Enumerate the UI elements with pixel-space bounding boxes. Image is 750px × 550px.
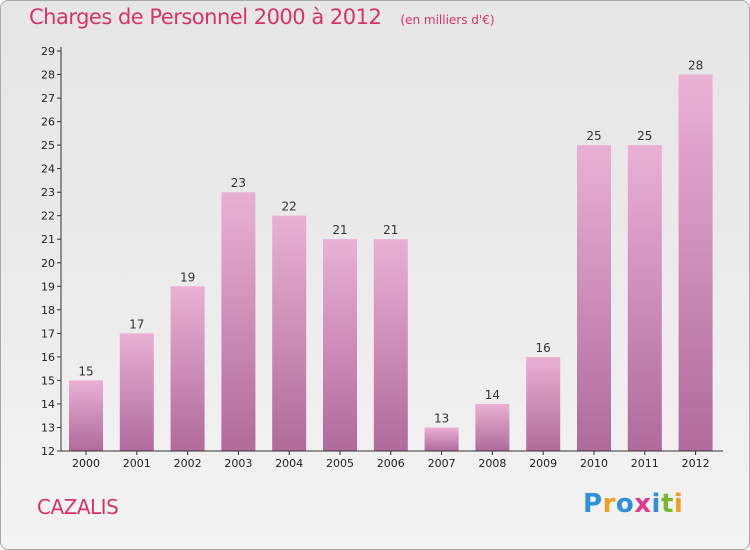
bar-value-label: 28 bbox=[688, 59, 703, 73]
bar bbox=[69, 380, 103, 451]
bar bbox=[577, 145, 611, 451]
y-tick-label: 20 bbox=[41, 257, 55, 270]
bar bbox=[272, 215, 307, 451]
bar-value-label: 23 bbox=[231, 176, 246, 190]
bar bbox=[119, 333, 154, 451]
y-tick-label: 17 bbox=[41, 327, 55, 340]
bar-value-label: 22 bbox=[282, 200, 297, 214]
chart-unit: (en milliers d'€) bbox=[400, 13, 495, 27]
bar bbox=[373, 239, 408, 451]
logo-letter: P bbox=[583, 489, 603, 519]
x-tick-label: 2004 bbox=[275, 457, 303, 470]
x-tick-label: 2003 bbox=[224, 457, 252, 470]
y-tick-label: 27 bbox=[41, 92, 55, 105]
y-tick-label: 26 bbox=[41, 116, 55, 129]
chart-title: Charges de Personnel 2000 à 2012 bbox=[29, 5, 382, 29]
commune-name: CAZALIS bbox=[37, 495, 119, 519]
x-tick-label: 2010 bbox=[580, 457, 608, 470]
y-tick-label: 21 bbox=[41, 233, 55, 246]
bar-value-label: 25 bbox=[637, 129, 652, 143]
bar-value-label: 14 bbox=[485, 388, 500, 402]
x-tick-label: 2001 bbox=[123, 457, 151, 470]
y-tick-label: 22 bbox=[41, 210, 55, 223]
y-tick-label: 28 bbox=[41, 69, 55, 82]
bar bbox=[678, 74, 713, 451]
x-tick-label: 2005 bbox=[326, 457, 354, 470]
y-tick-label: 24 bbox=[41, 163, 55, 176]
y-tick-label: 23 bbox=[41, 186, 55, 199]
bar bbox=[526, 356, 561, 451]
x-tick-label: 2008 bbox=[478, 457, 506, 470]
x-tick-label: 2000 bbox=[72, 457, 100, 470]
logo-letter: t bbox=[660, 489, 674, 519]
bar-value-label: 17 bbox=[129, 317, 144, 331]
bar bbox=[221, 192, 256, 451]
bar bbox=[627, 145, 662, 451]
bar-value-label: 21 bbox=[332, 223, 347, 237]
logo-letter: x bbox=[634, 489, 652, 519]
x-tick-label: 2012 bbox=[682, 457, 710, 470]
x-tick-label: 2002 bbox=[174, 457, 202, 470]
chart-title-line: Charges de Personnel 2000 à 2012 (en mil… bbox=[29, 5, 495, 29]
y-tick-label: 13 bbox=[41, 422, 55, 435]
bar bbox=[170, 286, 205, 451]
y-tick-label: 14 bbox=[41, 398, 55, 411]
bar bbox=[323, 239, 357, 451]
y-tick-label: 29 bbox=[41, 45, 55, 58]
logo-letter: i bbox=[651, 489, 661, 519]
bar-value-label: 16 bbox=[536, 341, 551, 355]
y-tick-label: 16 bbox=[41, 351, 55, 364]
bar-value-label: 19 bbox=[180, 270, 195, 284]
y-tick-label: 15 bbox=[41, 374, 55, 387]
y-tick-label: 12 bbox=[41, 445, 55, 458]
bar-value-label: 25 bbox=[586, 129, 601, 143]
bar bbox=[424, 427, 459, 451]
x-tick-label: 2009 bbox=[529, 457, 557, 470]
bar-value-label: 13 bbox=[434, 412, 449, 426]
y-tick-label: 25 bbox=[41, 139, 55, 152]
y-tick-label: 19 bbox=[41, 280, 55, 293]
bar-value-label: 21 bbox=[383, 223, 398, 237]
x-tick-label: 2007 bbox=[428, 457, 456, 470]
bar-value-label: 15 bbox=[78, 364, 93, 378]
y-tick-label: 18 bbox=[41, 304, 55, 317]
x-tick-label: 2006 bbox=[377, 457, 405, 470]
logo-letter: i bbox=[673, 489, 684, 519]
x-tick-label: 2011 bbox=[631, 457, 659, 470]
logo-letter: o bbox=[615, 489, 635, 519]
proxiti-logo: Proxiti bbox=[583, 489, 683, 519]
logo-letter: r bbox=[602, 489, 616, 519]
bar bbox=[475, 403, 510, 451]
